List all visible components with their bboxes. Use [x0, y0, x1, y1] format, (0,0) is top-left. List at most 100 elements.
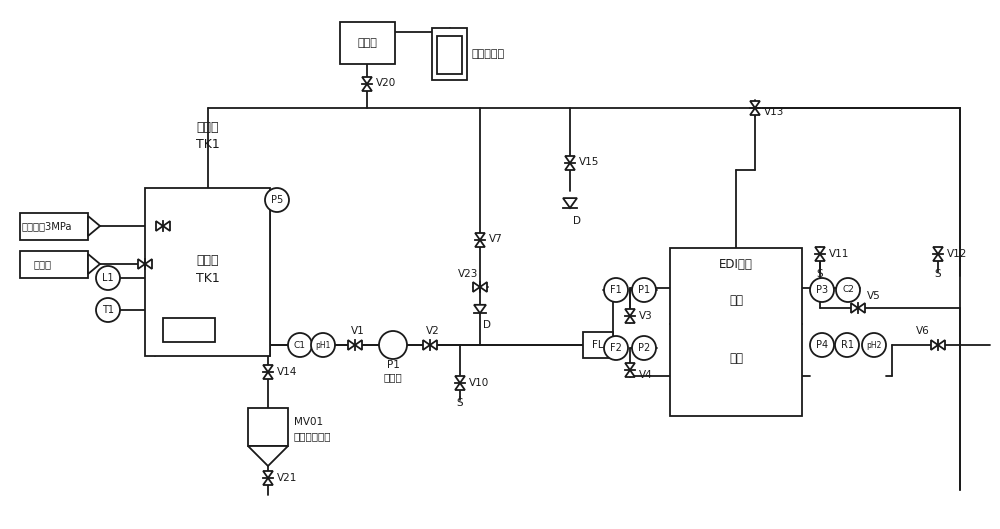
Polygon shape — [565, 156, 575, 163]
Text: V6: V6 — [916, 326, 930, 336]
Text: V22: V22 — [172, 210, 192, 220]
Polygon shape — [156, 221, 163, 231]
Polygon shape — [475, 240, 485, 247]
Polygon shape — [563, 198, 577, 208]
Polygon shape — [750, 108, 760, 115]
Circle shape — [836, 278, 860, 302]
Polygon shape — [475, 233, 485, 240]
Text: FL: FL — [592, 340, 604, 350]
Polygon shape — [455, 383, 465, 390]
Text: V4: V4 — [639, 370, 653, 380]
Text: L1: L1 — [102, 273, 114, 283]
Text: 进水泵: 进水泵 — [384, 372, 402, 382]
Text: V23: V23 — [458, 269, 478, 279]
Circle shape — [835, 333, 859, 357]
Bar — [145, 188, 270, 356]
Polygon shape — [355, 340, 362, 350]
Text: EDI膜堆: EDI膜堆 — [719, 258, 753, 270]
Circle shape — [379, 331, 407, 359]
Bar — [20, 213, 88, 240]
Polygon shape — [263, 372, 273, 379]
Circle shape — [604, 336, 628, 360]
Circle shape — [632, 278, 656, 302]
Text: P5: P5 — [271, 195, 283, 205]
Text: TK1: TK1 — [196, 138, 219, 151]
Polygon shape — [565, 163, 575, 170]
Text: V7: V7 — [489, 234, 503, 244]
Polygon shape — [933, 247, 943, 254]
Circle shape — [810, 333, 834, 357]
Bar — [248, 408, 288, 446]
Polygon shape — [480, 282, 487, 292]
Polygon shape — [145, 259, 152, 269]
Text: pH1: pH1 — [315, 341, 331, 350]
Text: V3: V3 — [639, 311, 653, 321]
Text: MV01: MV01 — [294, 417, 323, 427]
Text: S: S — [935, 269, 941, 279]
Text: V24: V24 — [154, 267, 174, 277]
Polygon shape — [263, 471, 273, 478]
Polygon shape — [263, 478, 273, 485]
Polygon shape — [362, 84, 372, 91]
Circle shape — [288, 333, 312, 357]
Polygon shape — [625, 316, 635, 323]
Text: S: S — [817, 269, 823, 279]
Circle shape — [96, 266, 120, 290]
Polygon shape — [88, 216, 100, 236]
Circle shape — [265, 188, 289, 212]
Text: TK1: TK1 — [196, 272, 219, 286]
Circle shape — [604, 278, 628, 302]
Text: P2: P2 — [638, 343, 650, 353]
Text: F1: F1 — [610, 285, 622, 295]
Text: D: D — [483, 320, 491, 330]
Text: C1: C1 — [294, 341, 306, 350]
Circle shape — [810, 278, 834, 302]
Text: V21: V21 — [277, 473, 297, 483]
Polygon shape — [625, 370, 635, 377]
Text: V2: V2 — [426, 326, 440, 336]
Text: P1: P1 — [387, 360, 399, 370]
Polygon shape — [933, 254, 943, 261]
Text: V13: V13 — [764, 107, 784, 117]
Text: C2: C2 — [842, 286, 854, 295]
Circle shape — [96, 298, 120, 322]
Polygon shape — [348, 340, 355, 350]
Text: S: S — [457, 398, 463, 408]
Text: 氮气瓶，3MPa: 氮气瓶，3MPa — [22, 221, 72, 231]
Text: D: D — [573, 216, 581, 226]
Text: V14: V14 — [277, 367, 297, 377]
Text: V5: V5 — [867, 291, 881, 301]
Polygon shape — [851, 303, 858, 313]
Polygon shape — [362, 77, 372, 84]
Text: 原水箱: 原水箱 — [196, 253, 219, 267]
Polygon shape — [88, 254, 100, 274]
Polygon shape — [248, 446, 288, 466]
Text: V15: V15 — [579, 157, 599, 167]
Polygon shape — [474, 305, 486, 313]
Text: pH2: pH2 — [866, 341, 882, 350]
Text: 原水箱: 原水箱 — [196, 121, 219, 134]
Text: F2: F2 — [610, 343, 622, 353]
Text: P3: P3 — [816, 285, 828, 295]
Bar — [340, 22, 395, 64]
Polygon shape — [938, 340, 945, 350]
Text: V20: V20 — [376, 78, 396, 88]
Text: V1: V1 — [351, 326, 365, 336]
Bar — [437, 36, 462, 74]
Polygon shape — [750, 101, 760, 108]
Text: 临时加药箱: 临时加药箱 — [472, 49, 505, 59]
Text: V10: V10 — [469, 378, 489, 388]
Circle shape — [311, 333, 335, 357]
Circle shape — [632, 336, 656, 360]
Text: T1: T1 — [102, 305, 114, 315]
Polygon shape — [455, 376, 465, 383]
Bar — [670, 248, 802, 416]
Bar — [163, 318, 215, 342]
Text: 阳离子交换床: 阳离子交换床 — [294, 431, 332, 441]
Polygon shape — [163, 221, 170, 231]
Text: V11: V11 — [829, 249, 849, 259]
Text: P4: P4 — [816, 340, 828, 350]
Text: R1: R1 — [840, 340, 854, 350]
Polygon shape — [815, 247, 825, 254]
Polygon shape — [625, 309, 635, 316]
